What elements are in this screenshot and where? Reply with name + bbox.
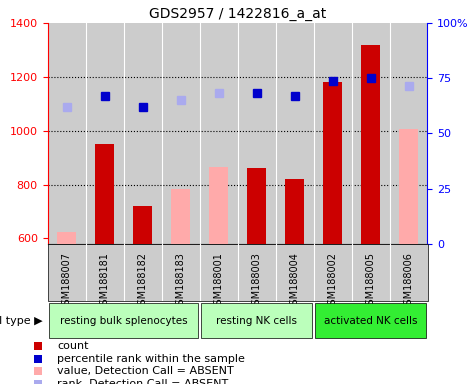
Bar <box>171 189 190 244</box>
Bar <box>49 303 198 338</box>
Bar <box>48 244 428 301</box>
Text: GSM188181: GSM188181 <box>99 253 110 311</box>
Text: activated NK cells: activated NK cells <box>324 316 417 326</box>
Text: GSM188182: GSM188182 <box>137 253 148 311</box>
Bar <box>247 169 266 244</box>
Text: count: count <box>57 341 88 351</box>
Text: GSM188002: GSM188002 <box>327 253 338 311</box>
Text: GSM188005: GSM188005 <box>365 253 376 311</box>
Bar <box>285 179 304 244</box>
Text: GSM188006: GSM188006 <box>403 253 414 311</box>
Text: GSM188183: GSM188183 <box>175 253 186 311</box>
Text: GSM188007: GSM188007 <box>61 253 72 311</box>
Text: percentile rank within the sample: percentile rank within the sample <box>57 354 245 364</box>
Bar <box>95 144 114 244</box>
Text: GSM188001: GSM188001 <box>213 253 224 311</box>
Bar <box>323 82 342 244</box>
Text: cell type ▶: cell type ▶ <box>0 316 43 326</box>
Bar <box>361 45 380 244</box>
Text: value, Detection Call = ABSENT: value, Detection Call = ABSENT <box>57 366 234 376</box>
Text: GSM188003: GSM188003 <box>251 253 262 311</box>
Bar <box>201 303 312 338</box>
Text: rank, Detection Call = ABSENT: rank, Detection Call = ABSENT <box>57 379 228 384</box>
Text: resting NK cells: resting NK cells <box>216 316 297 326</box>
Bar <box>133 206 152 244</box>
Title: GDS2957 / 1422816_a_at: GDS2957 / 1422816_a_at <box>149 7 326 21</box>
Text: resting bulk splenocytes: resting bulk splenocytes <box>60 316 187 326</box>
Bar <box>209 167 228 244</box>
Bar <box>399 129 418 244</box>
Text: GSM188004: GSM188004 <box>289 253 300 311</box>
Bar <box>57 232 76 244</box>
Bar <box>315 303 426 338</box>
